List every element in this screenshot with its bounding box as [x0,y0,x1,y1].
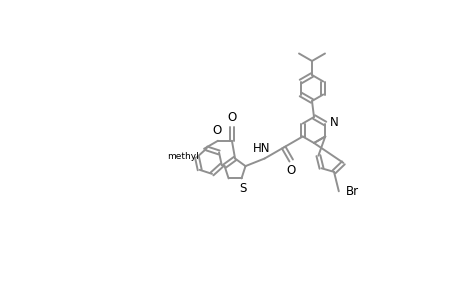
Text: O: O [286,164,295,178]
Text: O: O [227,111,236,124]
Text: HN: HN [252,142,270,154]
Text: N: N [330,116,338,129]
Text: O: O [212,124,221,137]
Text: methyl: methyl [167,152,199,161]
Text: Br: Br [345,185,358,198]
Text: S: S [238,182,246,195]
